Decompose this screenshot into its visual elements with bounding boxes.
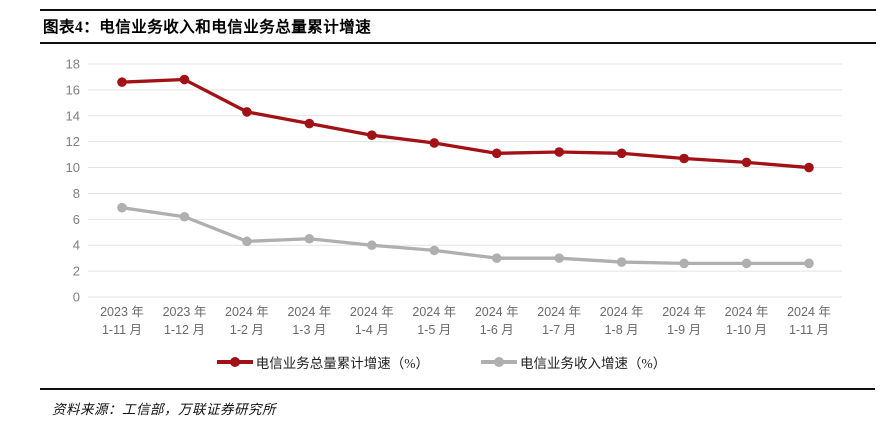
data-point bbox=[679, 153, 689, 164]
data-point bbox=[554, 147, 564, 157]
legend-label-revenue: 电信业务收入增速（%） bbox=[520, 356, 667, 371]
series-line-1 bbox=[120, 206, 811, 265]
legend-dot-icon bbox=[494, 357, 504, 368]
y-tick-label: 14 bbox=[66, 108, 80, 123]
figure-header: 图表4：电信业务收入和电信业务总量累计增速 bbox=[40, 9, 876, 44]
y-tick-label: 16 bbox=[66, 82, 80, 97]
legend-label-total-volume: 电信业务总量累计增速（%） bbox=[255, 356, 429, 371]
x-tick-label-year: 2024 年 bbox=[662, 305, 706, 319]
figure-title: 图表4：电信业务收入和电信业务总量累计增速 bbox=[43, 19, 372, 36]
data-point bbox=[367, 240, 377, 251]
data-point bbox=[179, 74, 190, 85]
y-tick-label: 6 bbox=[73, 212, 80, 227]
x-tick-label-year: 2024 年 bbox=[537, 305, 581, 319]
figure-footer: 资料来源：工信部，万联证券研究所 bbox=[40, 388, 875, 419]
data-point bbox=[429, 138, 440, 148]
source-note: 资料来源：工信部，万联证券研究所 bbox=[52, 402, 276, 417]
series-line-0 bbox=[120, 77, 811, 170]
data-point bbox=[491, 148, 502, 159]
data-point bbox=[741, 157, 752, 168]
y-tick-label: 8 bbox=[73, 186, 80, 201]
x-tick-label-year: 2024 年 bbox=[350, 305, 394, 319]
data-point bbox=[554, 253, 564, 263]
x-tick-label-year: 2023 年 bbox=[163, 305, 207, 319]
x-tick-label-month: 1-6 月 bbox=[480, 323, 514, 337]
legend-marker-total-volume-icon bbox=[216, 357, 253, 368]
line-chart: 0 2 4 6 8 10 12 14 16 18 2023 年 1-11 月 2023 年 1-12 月 2… bbox=[66, 57, 842, 337]
data-point bbox=[741, 258, 752, 269]
data-point bbox=[179, 211, 190, 222]
y-tick-label: 10 bbox=[66, 160, 80, 175]
x-tick-label-month: 1-11 月 bbox=[789, 323, 829, 337]
data-point bbox=[117, 202, 127, 213]
data-point bbox=[117, 77, 127, 87]
x-tick-label-month: 1-8 月 bbox=[605, 323, 639, 337]
x-tick-label-month: 1-5 月 bbox=[417, 323, 451, 337]
data-point bbox=[304, 118, 315, 129]
data-point bbox=[491, 253, 502, 263]
legend-item-total-volume: 电信业务总量累计增速（%） bbox=[216, 352, 429, 372]
x-tick-label-month: 1-4 月 bbox=[355, 323, 389, 337]
x-tick-label-month: 1-3 月 bbox=[292, 323, 326, 337]
data-point bbox=[804, 162, 814, 173]
y-tick-label: 0 bbox=[73, 290, 80, 305]
data-point bbox=[616, 148, 627, 159]
data-point bbox=[429, 245, 440, 256]
x-tick-label-year: 2024 年 bbox=[225, 305, 269, 319]
y-tick-label: 4 bbox=[73, 238, 80, 253]
x-tick-label-month: 1-11 月 bbox=[102, 323, 142, 337]
x-tick-label-year: 2023 年 bbox=[100, 305, 144, 319]
y-tick-label: 12 bbox=[66, 134, 80, 149]
x-tick-label-year: 2024 年 bbox=[412, 305, 456, 319]
chart-legend: 电信业务总量累计增速（%） 电信业务收入增速（%） bbox=[0, 352, 883, 372]
y-tick-label: 18 bbox=[66, 57, 80, 72]
data-point bbox=[242, 107, 252, 117]
y-tick-label: 2 bbox=[73, 264, 80, 279]
data-point bbox=[242, 236, 252, 247]
x-tick-label-year: 2024 年 bbox=[725, 305, 769, 319]
legend-dot-icon bbox=[229, 357, 240, 368]
x-tick-label-year: 2024 年 bbox=[600, 305, 644, 319]
data-point bbox=[679, 258, 689, 269]
x-tick-label-month: 1-12 月 bbox=[164, 323, 205, 337]
x-tick-label-month: 1-2 月 bbox=[230, 323, 264, 337]
data-point bbox=[804, 258, 814, 269]
data-point bbox=[304, 233, 315, 244]
legend-marker-revenue-icon bbox=[481, 357, 517, 368]
x-tick-label-month: 1-7 月 bbox=[542, 323, 576, 337]
x-tick-label-month: 1-9 月 bbox=[667, 323, 701, 337]
legend-item-revenue: 电信业务收入增速（%） bbox=[481, 352, 666, 372]
x-tick-label-month: 1-10 月 bbox=[726, 323, 767, 337]
data-point bbox=[367, 130, 377, 140]
x-tick-label-year: 2024 年 bbox=[787, 305, 831, 319]
data-point bbox=[616, 257, 627, 267]
x-tick-label-year: 2024 年 bbox=[287, 305, 331, 319]
x-tick-label-year: 2024 年 bbox=[475, 305, 519, 319]
